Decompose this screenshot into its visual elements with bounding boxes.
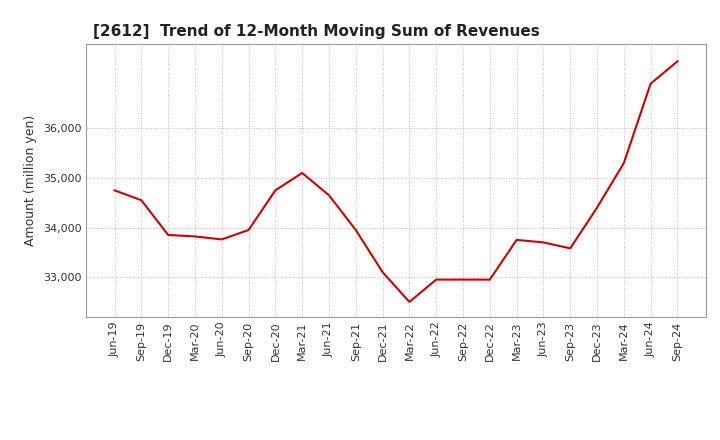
Y-axis label: Amount (million yen): Amount (million yen) bbox=[24, 115, 37, 246]
Text: [2612]  Trend of 12-Month Moving Sum of Revenues: [2612] Trend of 12-Month Moving Sum of R… bbox=[93, 24, 539, 39]
